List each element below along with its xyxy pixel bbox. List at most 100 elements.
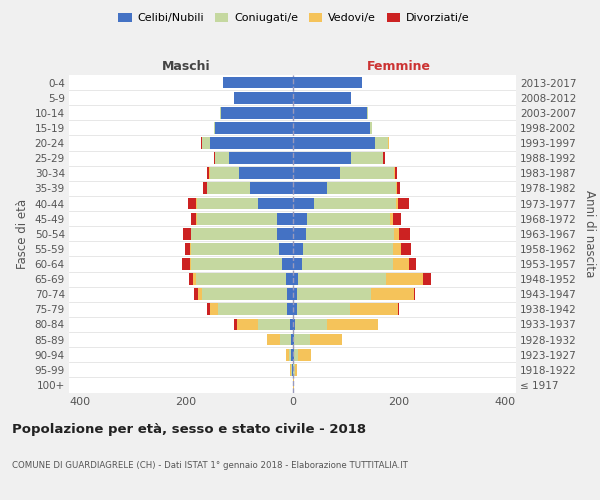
Bar (291, 334, 293, 345)
Bar (250, 182, 293, 194)
Bar (298, 349, 311, 360)
Bar (198, 288, 202, 300)
Bar (398, 198, 409, 209)
Text: Maschi: Maschi (162, 60, 211, 72)
Bar (221, 107, 293, 118)
Bar (293, 258, 302, 270)
Bar (375, 137, 388, 149)
Bar (202, 288, 287, 300)
Bar (386, 273, 423, 285)
Bar (218, 304, 287, 315)
Bar (191, 212, 196, 224)
Bar (383, 152, 385, 164)
Bar (396, 182, 397, 194)
Bar (193, 273, 196, 285)
Bar (293, 152, 351, 164)
Text: Popolazione per età, sesso e stato civile - 2018: Popolazione per età, sesso e stato civil… (12, 422, 366, 436)
Bar (398, 304, 399, 315)
Bar (370, 122, 373, 134)
Bar (390, 212, 392, 224)
Text: Femmine: Femmine (367, 60, 431, 72)
Bar (277, 212, 293, 224)
Bar (293, 304, 297, 315)
Bar (409, 258, 416, 270)
Bar (189, 273, 193, 285)
Bar (258, 198, 293, 209)
Bar (293, 228, 306, 239)
Bar (293, 76, 362, 88)
Bar (234, 92, 293, 104)
Bar (289, 349, 292, 360)
Bar (215, 152, 229, 164)
Bar (293, 334, 294, 345)
Bar (191, 258, 282, 270)
Bar (286, 273, 293, 285)
Bar (302, 258, 392, 270)
Bar (293, 137, 375, 149)
Legend: Celibi/Nubili, Coniugati/e, Vedovi/e, Divorziati/e: Celibi/Nubili, Coniugati/e, Vedovi/e, Di… (114, 8, 474, 28)
Bar (191, 243, 279, 255)
Bar (207, 168, 209, 179)
Bar (394, 228, 399, 239)
Bar (234, 318, 236, 330)
Bar (293, 198, 314, 209)
Bar (327, 182, 396, 194)
Bar (220, 107, 221, 118)
Bar (327, 318, 377, 330)
Bar (215, 122, 293, 134)
Bar (395, 168, 397, 179)
Bar (293, 364, 295, 376)
Bar (223, 76, 293, 88)
Bar (293, 168, 340, 179)
Bar (295, 364, 297, 376)
Bar (397, 182, 400, 194)
Bar (208, 182, 250, 194)
Bar (297, 288, 371, 300)
Bar (194, 288, 198, 300)
Bar (292, 349, 293, 360)
Bar (392, 258, 409, 270)
Bar (314, 198, 396, 209)
Bar (293, 92, 351, 104)
Bar (392, 243, 401, 255)
Bar (208, 304, 210, 315)
Bar (423, 273, 431, 285)
Bar (214, 152, 215, 164)
Bar (279, 243, 293, 255)
Bar (190, 258, 191, 270)
Bar (202, 137, 210, 149)
Bar (282, 258, 293, 270)
Bar (286, 349, 289, 360)
Bar (303, 243, 392, 255)
Bar (236, 318, 258, 330)
Bar (293, 349, 298, 360)
Bar (196, 273, 286, 285)
Bar (214, 122, 215, 134)
Bar (293, 273, 298, 285)
Bar (239, 168, 293, 179)
Y-axis label: Anni di nascita: Anni di nascita (583, 190, 596, 278)
Bar (290, 318, 293, 330)
Bar (229, 152, 293, 164)
Bar (293, 212, 307, 224)
Bar (295, 318, 327, 330)
Bar (294, 334, 310, 345)
Bar (367, 107, 368, 118)
Bar (197, 198, 258, 209)
Bar (183, 228, 191, 239)
Bar (371, 288, 414, 300)
Bar (267, 334, 280, 345)
Bar (188, 198, 196, 209)
Bar (197, 212, 277, 224)
Bar (287, 288, 293, 300)
Bar (350, 304, 398, 315)
Bar (396, 198, 398, 209)
Bar (306, 228, 394, 239)
Bar (190, 243, 191, 255)
Bar (293, 318, 295, 330)
Bar (293, 182, 327, 194)
Bar (293, 107, 367, 118)
Y-axis label: Fasce di età: Fasce di età (16, 198, 29, 269)
Bar (351, 152, 383, 164)
Bar (258, 318, 290, 330)
